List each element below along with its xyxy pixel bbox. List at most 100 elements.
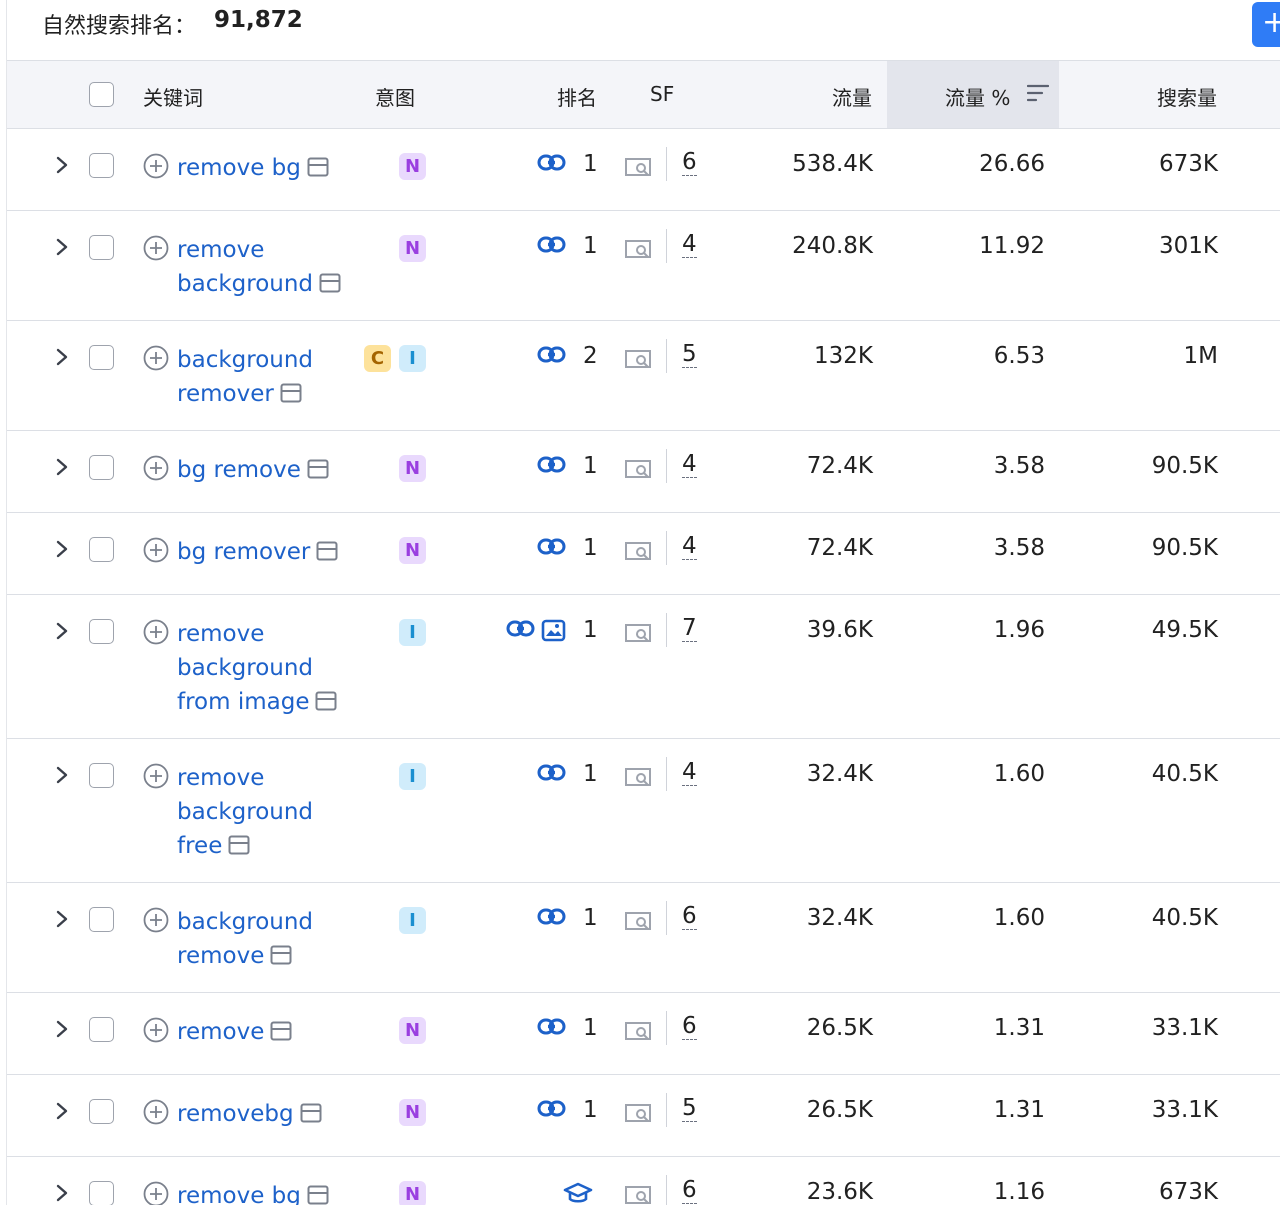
sf-count[interactable]: 4	[682, 533, 697, 560]
row-checkbox[interactable]	[89, 537, 114, 562]
row-checkbox[interactable]	[89, 153, 114, 178]
add-to-list-icon[interactable]	[143, 763, 169, 793]
keyword-line[interactable]: background	[177, 271, 314, 297]
keyword-link[interactable]: background remove	[177, 905, 352, 975]
add-to-list-icon[interactable]	[143, 455, 169, 485]
keyword-line[interactable]: bg remover	[177, 539, 311, 565]
sf-count[interactable]: 5	[682, 1095, 697, 1122]
add-to-list-icon[interactable]	[143, 537, 169, 567]
intent-badge[interactable]: N	[399, 537, 426, 564]
sf-count[interactable]: 6	[682, 903, 697, 930]
keyword-link[interactable]: background remover	[177, 343, 352, 413]
row-checkbox[interactable]	[89, 1099, 114, 1124]
serp-snapshot-icon[interactable]	[316, 537, 338, 571]
expand-chevron-icon[interactable]	[55, 539, 69, 563]
sf-count[interactable]: 7	[682, 615, 697, 642]
add-to-list-icon[interactable]	[143, 907, 169, 937]
col-rank[interactable]: 排名	[557, 86, 597, 110]
add-to-list-icon[interactable]	[143, 1017, 169, 1047]
serp-features-icon[interactable]	[624, 765, 652, 793]
intent-badge[interactable]: I	[399, 345, 426, 372]
keyword-link[interactable]: remove background from image	[177, 617, 352, 721]
sf-count[interactable]: 5	[682, 341, 697, 368]
row-checkbox[interactable]	[89, 1181, 114, 1205]
serp-snapshot-icon[interactable]	[315, 687, 337, 721]
col-intent[interactable]: 意图	[375, 86, 415, 110]
expand-chevron-icon[interactable]	[55, 765, 69, 789]
keyword-line[interactable]: background	[177, 347, 314, 373]
sf-count[interactable]: 6	[682, 1177, 697, 1204]
keyword-line[interactable]: background	[177, 655, 314, 681]
intent-badge[interactable]: N	[399, 235, 426, 262]
keyword-line[interactable]: remove bg	[177, 1183, 301, 1205]
col-volume[interactable]: 搜索量	[1157, 86, 1217, 110]
expand-chevron-icon[interactable]	[55, 1101, 69, 1125]
intent-badge[interactable]: I	[399, 907, 426, 934]
keyword-line[interactable]: remover	[177, 381, 274, 407]
row-checkbox[interactable]	[89, 235, 114, 260]
keyword-link[interactable]: bg remove	[177, 453, 352, 489]
keyword-link[interactable]: remove background	[177, 233, 352, 303]
sf-count[interactable]: 6	[682, 1013, 697, 1040]
serp-features-icon[interactable]	[624, 237, 652, 265]
keyword-line[interactable]: from image	[177, 689, 310, 715]
serp-features-icon[interactable]	[624, 155, 652, 183]
keyword-line[interactable]: remove	[177, 621, 265, 647]
add-to-list-icon[interactable]	[143, 619, 169, 649]
expand-chevron-icon[interactable]	[55, 457, 69, 481]
intent-badge[interactable]: N	[399, 153, 426, 180]
serp-snapshot-icon[interactable]	[319, 269, 341, 303]
keyword-line[interactable]: background	[177, 909, 314, 935]
serp-snapshot-icon[interactable]	[270, 941, 292, 975]
row-checkbox[interactable]	[89, 345, 114, 370]
intent-badge[interactable]: N	[399, 1099, 426, 1126]
col-keyword[interactable]: 关键词	[143, 86, 203, 110]
serp-features-icon[interactable]	[624, 347, 652, 375]
add-to-list-icon[interactable]	[143, 1181, 169, 1205]
serp-snapshot-icon[interactable]	[270, 1017, 292, 1051]
serp-snapshot-icon[interactable]	[280, 379, 302, 413]
row-checkbox[interactable]	[89, 619, 114, 644]
keyword-line[interactable]: removebg	[177, 1101, 294, 1127]
serp-features-icon[interactable]	[624, 1183, 652, 1205]
select-all-checkbox[interactable]	[89, 82, 114, 107]
keyword-line[interactable]: remove bg	[177, 155, 301, 181]
serp-features-icon[interactable]	[624, 621, 652, 649]
keyword-link[interactable]: removebg	[177, 1097, 352, 1133]
serp-features-icon[interactable]	[624, 457, 652, 485]
keyword-link[interactable]: remove	[177, 1015, 352, 1051]
col-traffic-pct[interactable]: 流量 %	[945, 86, 1011, 110]
intent-badge[interactable]: N	[399, 455, 426, 482]
intent-badge[interactable]: N	[399, 1017, 426, 1044]
sf-count[interactable]: 4	[682, 759, 697, 786]
add-to-list-icon[interactable]	[143, 235, 169, 265]
row-checkbox[interactable]	[89, 907, 114, 932]
serp-snapshot-icon[interactable]	[300, 1099, 322, 1133]
serp-snapshot-icon[interactable]	[307, 455, 329, 489]
sf-count[interactable]: 4	[682, 231, 697, 258]
keyword-line[interactable]: remove	[177, 943, 265, 969]
intent-badge[interactable]: C	[364, 345, 391, 372]
expand-chevron-icon[interactable]	[55, 347, 69, 371]
keyword-link[interactable]: remove bg	[177, 151, 352, 187]
serp-snapshot-icon[interactable]	[228, 831, 250, 865]
keyword-link[interactable]: remove bg	[177, 1179, 352, 1205]
row-checkbox[interactable]	[89, 1017, 114, 1042]
add-to-list-icon[interactable]	[143, 1099, 169, 1129]
intent-badge[interactable]: I	[399, 619, 426, 646]
col-traffic[interactable]: 流量	[832, 86, 872, 110]
serp-features-icon[interactable]	[624, 909, 652, 937]
keyword-line[interactable]: remove	[177, 1019, 265, 1045]
sf-count[interactable]: 6	[682, 149, 697, 176]
serp-features-icon[interactable]	[624, 1019, 652, 1047]
keyword-line[interactable]: bg remove	[177, 457, 301, 483]
keyword-link[interactable]: bg remover	[177, 535, 352, 571]
add-button[interactable]: +	[1252, 2, 1280, 47]
intent-badge[interactable]: N	[399, 1181, 426, 1205]
sort-descending-icon[interactable]	[1026, 83, 1050, 107]
keyword-line[interactable]: free	[177, 833, 223, 859]
expand-chevron-icon[interactable]	[55, 1019, 69, 1043]
row-checkbox[interactable]	[89, 455, 114, 480]
keyword-line[interactable]: remove	[177, 237, 265, 263]
keyword-line[interactable]: remove	[177, 765, 265, 791]
